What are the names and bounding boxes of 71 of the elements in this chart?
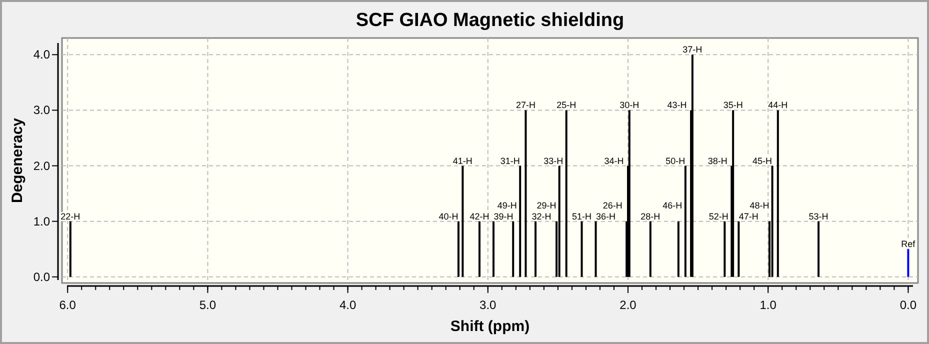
annotation: 38-H: [708, 156, 728, 166]
annotation: 45-H: [752, 156, 772, 166]
bar: [594, 221, 597, 277]
annotation: 30-H: [620, 100, 640, 110]
y-axis-title: Degeneracy: [9, 117, 26, 204]
y-tick-label: 4.0: [33, 48, 50, 62]
annotation: 33-H: [544, 156, 564, 166]
annotation: 34-H: [604, 156, 624, 166]
bar: [677, 221, 680, 277]
annotation: 51-H: [572, 211, 592, 222]
bar: [580, 221, 583, 277]
x-tick-label: 5.0: [199, 298, 216, 312]
bar: [478, 221, 480, 277]
bar: [565, 110, 568, 277]
annotation: 22-H: [60, 211, 80, 222]
bar: [738, 221, 740, 277]
annotation: 46-H: [662, 200, 682, 210]
bar: [907, 249, 910, 277]
x-tick-label: 6.0: [59, 298, 76, 312]
bar: [771, 166, 774, 277]
y-tick-label: 0.0: [33, 270, 50, 284]
annotation: 35-H: [723, 100, 743, 110]
annotation: 53-H: [808, 211, 828, 222]
y-tick-label: 3.0: [33, 103, 50, 118]
bar: [534, 221, 537, 277]
x-tick-label: 1.0: [760, 298, 777, 312]
bar: [684, 166, 686, 277]
annotation: 43-H: [667, 100, 687, 110]
annotation: 32-H: [532, 211, 552, 222]
annotation: 25-H: [556, 100, 576, 110]
bar: [492, 221, 494, 277]
annotation: Ref: [901, 239, 916, 250]
annotation: 31-H: [500, 156, 520, 166]
annotation: 39-H: [494, 211, 514, 222]
bar: [524, 110, 527, 277]
annotation: 27-H: [516, 100, 536, 110]
bar: [558, 166, 560, 277]
bar: [512, 221, 514, 277]
annotation: 36-H: [596, 211, 616, 222]
annotation: 50-H: [666, 156, 686, 166]
x-tick-label: 4.0: [339, 298, 356, 312]
bar: [732, 110, 734, 277]
x-axis-title: Shift (ppm): [450, 318, 530, 335]
annotation: 42-H: [470, 211, 490, 222]
bar: [818, 221, 820, 277]
annotation: 37-H: [682, 44, 702, 55]
annotation: 28-H: [640, 211, 660, 222]
annotation: 48-H: [750, 200, 770, 210]
x-tick-label: 2.0: [620, 298, 637, 312]
y-tick-label: 2.0: [33, 158, 50, 173]
annotation: 26-H: [602, 200, 622, 210]
bar: [457, 221, 460, 277]
bar: [776, 110, 779, 277]
x-tick-label: 0.0: [900, 298, 917, 312]
annotation: 44-H: [768, 100, 788, 110]
annotation: 49-H: [497, 200, 517, 210]
x-tick-label: 3.0: [480, 298, 497, 312]
bar: [628, 110, 630, 277]
bar: [691, 54, 694, 277]
annotation: 40-H: [438, 211, 458, 222]
annotation: 47-H: [738, 211, 758, 222]
chart-title: SCF GIAO Magnetic shielding: [356, 10, 624, 31]
bar: [724, 221, 726, 277]
annotation: 41-H: [452, 156, 472, 166]
bar: [519, 166, 522, 277]
bar: [69, 221, 72, 277]
annotation: 29-H: [536, 200, 556, 210]
bar: [649, 221, 652, 277]
annotation: 52-H: [708, 211, 728, 222]
bar: [462, 166, 464, 277]
y-tick-label: 1.0: [33, 214, 50, 228]
